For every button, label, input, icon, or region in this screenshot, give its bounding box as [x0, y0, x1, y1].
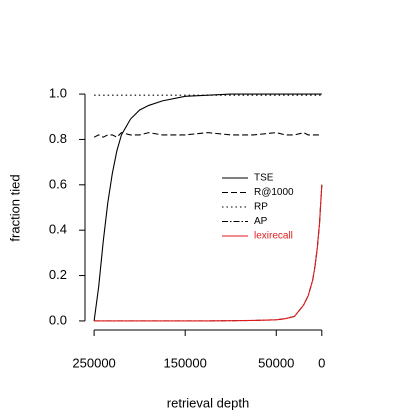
- x-tick-label: 50000: [258, 355, 294, 370]
- series-line: [93, 93, 322, 322]
- y-axis-label: fraction tied: [7, 174, 22, 241]
- legend-label: TSE: [254, 173, 274, 184]
- series-line: [94, 184, 323, 322]
- y-tick-label: 0.0: [49, 312, 67, 327]
- series-line: [94, 184, 323, 322]
- y-tick-label: 1.0: [49, 86, 67, 101]
- x-tick-label: 250000: [72, 355, 115, 370]
- x-tick-label: 150000: [163, 355, 206, 370]
- legend-label: R@1000: [254, 187, 294, 198]
- y-tick-label: 0.2: [49, 267, 67, 282]
- series-line: [93, 132, 322, 138]
- x-axis-label: retrieval depth: [167, 395, 249, 410]
- y-tick-label: 0.6: [49, 176, 67, 191]
- legend-label: lexirecall: [254, 231, 293, 242]
- y-tick-label: 0.8: [49, 131, 67, 146]
- y-tick-label: 0.4: [49, 222, 67, 237]
- legend-label: RP: [254, 202, 268, 213]
- x-tick-label: 0: [318, 355, 325, 370]
- legend-label: AP: [254, 216, 268, 227]
